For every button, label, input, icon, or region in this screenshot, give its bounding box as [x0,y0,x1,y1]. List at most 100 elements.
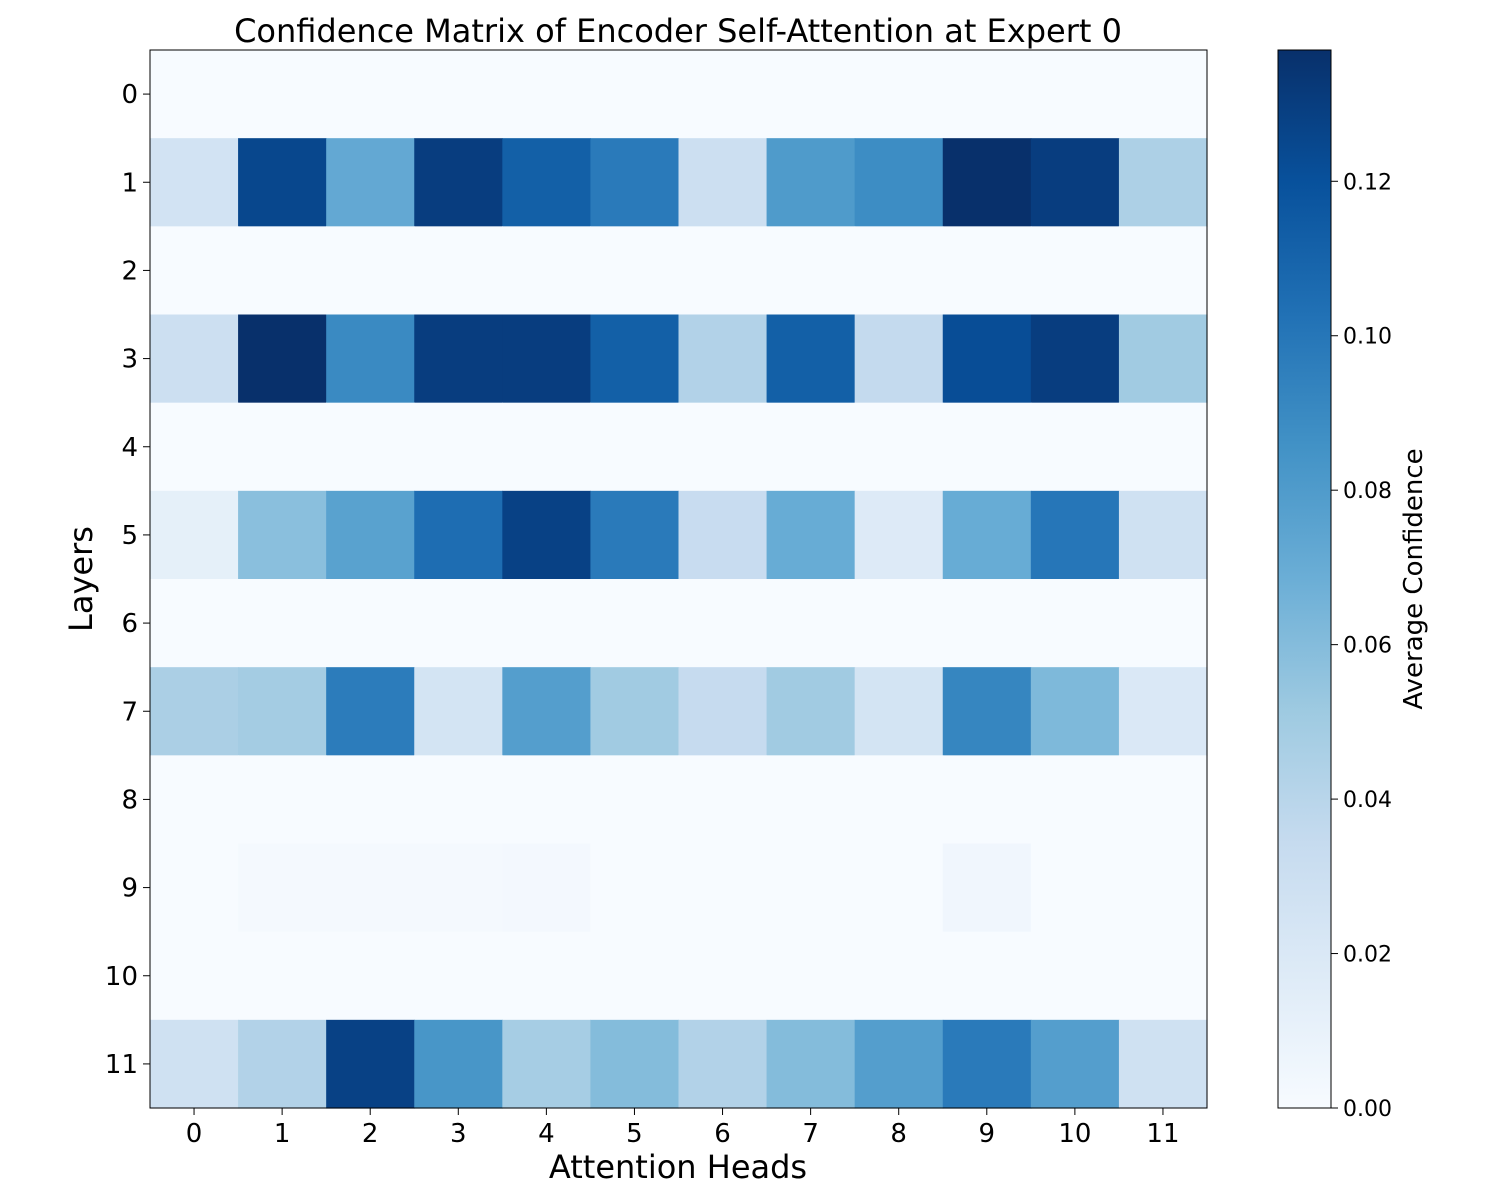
x-tick-label: 11 [1146,1119,1179,1149]
heatmap-cell-r1-c2 [326,138,415,227]
heatmap-cell-r7-c7 [766,667,856,756]
heatmap-cell-r9-c10 [1030,843,1120,933]
heatmap-cell-r10-c5 [590,931,680,1021]
heatmap-cell-r1-c11 [1118,138,1208,227]
heatmap-cell-r2-c9 [942,226,1032,316]
heatmap-cell-r4-c3 [414,402,503,492]
heatmap-cell-r10-c1 [238,931,327,1021]
heatmap-cell-r0-c11 [1118,50,1208,139]
heatmap-cell-r1-c7 [766,138,856,227]
heatmap-cell-r6-c2 [326,579,415,668]
heatmap-cell-r10-c6 [678,931,768,1021]
heatmap-cell-r4-c0 [150,402,239,492]
heatmap-cell-r0-c2 [326,50,415,139]
heatmap-cell-r6-c6 [678,579,768,668]
heatmap-cell-r6-c5 [590,579,680,668]
heatmap-cell-r10-c3 [414,931,503,1021]
colorbar-gradient [1277,49,1332,1109]
heatmap-cell-r3-c6 [678,314,768,404]
heatmap-cell-r5-c0 [150,490,239,580]
colorbar-tick-label: 0.04 [1343,788,1392,813]
heatmap-cell-r8-c1 [238,755,327,845]
heatmap-cell-r3-c1 [238,314,327,404]
heatmap-cells [150,50,1208,1109]
heatmap-cell-r11-c1 [238,1019,327,1109]
heatmap-cell-r10-c11 [1118,931,1208,1021]
heatmap-cell-r8-c0 [150,755,239,845]
x-tick-label: 5 [626,1119,643,1149]
heatmap-cell-r0-c9 [942,50,1032,139]
heatmap-cell-r0-c3 [414,50,503,139]
x-tick-label: 8 [890,1119,907,1149]
y-tick-label: 1 [121,168,138,198]
y-tick-label: 10 [105,962,138,992]
heatmap-cell-r5-c5 [590,490,680,580]
y-tick-label: 0 [121,80,138,110]
heatmap-cell-r0-c1 [238,50,327,139]
heatmap-cell-r2-c2 [326,226,415,316]
heatmap-cell-r10-c8 [854,931,944,1021]
heatmap-cell-r9-c6 [678,843,768,933]
y-axis-ticks: 0 1 2 3 4 5 6 7 8 9 10 11 [105,80,150,1080]
heatmap-cell-r11-c5 [590,1019,680,1109]
colorbar-tick-label: 0.06 [1343,634,1392,659]
x-axis-ticks: 0 1 2 3 4 5 6 7 8 9 10 11 [186,1108,1180,1149]
heatmap-cell-r9-c4 [502,843,592,933]
heatmap-cell-r9-c8 [854,843,944,933]
heatmap-cell-r2-c1 [238,226,327,316]
heatmap-cell-r2-c3 [414,226,503,316]
heatmap-cell-r7-c2 [326,667,415,756]
heatmap-cell-r8-c8 [854,755,944,845]
heatmap-cell-r4-c10 [1030,402,1120,492]
heatmap-cell-r0-c4 [502,50,592,139]
heatmap-cell-r5-c9 [942,490,1032,580]
heatmap-cell-r7-c10 [1030,667,1120,756]
heatmap-cell-r6-c9 [942,579,1032,668]
heatmap-cell-r10-c2 [326,931,415,1021]
heatmap-cell-r3-c3 [414,314,503,404]
heatmap-cell-r7-c4 [502,667,592,756]
heatmap-cell-r7-c8 [854,667,944,756]
heatmap-cell-r5-c3 [414,490,503,580]
heatmap-cell-r1-c4 [502,138,592,227]
heatmap-cell-r9-c0 [150,843,239,933]
heatmap-cell-r3-c4 [502,314,592,404]
heatmap-cell-r5-c11 [1118,490,1208,580]
heatmap-cell-r8-c4 [502,755,592,845]
heatmap-cell-r6-c1 [238,579,327,668]
x-tick-label: 4 [538,1119,555,1149]
heatmap-cell-r7-c1 [238,667,327,756]
heatmap-cell-r11-c7 [766,1019,856,1109]
heatmap-cell-r0-c8 [854,50,944,139]
heatmap-cell-r3-c8 [854,314,944,404]
heatmap-cell-r3-c11 [1118,314,1208,404]
heatmap-cell-r3-c7 [766,314,856,404]
heatmap-cell-r8-c3 [414,755,503,845]
heatmap-cell-r4-c5 [590,402,680,492]
heatmap-cell-r1-c6 [678,138,768,227]
heatmap-cell-r11-c2 [326,1019,415,1109]
heatmap-cell-r4-c4 [502,402,592,492]
heatmap-cell-r10-c9 [942,931,1032,1021]
heatmap-cell-r5-c6 [678,490,768,580]
heatmap-cell-r2-c5 [590,226,680,316]
y-tick-label: 9 [121,874,138,904]
heatmap-cell-r3-c9 [942,314,1032,404]
colorbar-ticks: 0.00 0.02 0.04 0.06 0.08 0.10 0.12 [1331,170,1392,1122]
heatmap-cell-r0-c0 [150,50,239,139]
heatmap-cell-r1-c1 [238,138,327,227]
heatmap-cell-r8-c7 [766,755,856,845]
heatmap-cell-r6-c7 [766,579,856,668]
heatmap-cell-r6-c11 [1118,579,1208,668]
heatmap-cell-r7-c11 [1118,667,1208,756]
heatmap-cell-r11-c4 [502,1019,592,1109]
heatmap-cell-r5-c7 [766,490,856,580]
heatmap-cell-r9-c11 [1118,843,1208,933]
heatmap-cell-r2-c10 [1030,226,1120,316]
colorbar: 0.00 0.02 0.04 0.06 0.08 0.10 0.12 Average Con… [1277,49,1429,1122]
y-tick-label: 4 [121,433,138,463]
heatmap-cell-r3-c0 [150,314,239,404]
heatmap-cell-r10-c0 [150,931,239,1021]
colorbar-tick-label: 0.12 [1343,170,1392,195]
